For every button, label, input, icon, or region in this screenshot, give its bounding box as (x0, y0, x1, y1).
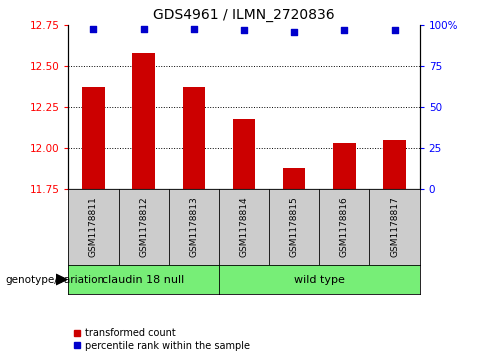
Text: GSM1178811: GSM1178811 (89, 196, 98, 257)
Point (290, 29, 298, 35)
Text: claudin 18 null: claudin 18 null (102, 274, 185, 285)
Point (341, 27, 348, 33)
Text: GSM1178812: GSM1178812 (139, 196, 148, 257)
Bar (333, 143, 356, 189)
Bar (283, 167, 305, 189)
Text: genotype/variation: genotype/variation (5, 274, 104, 285)
Text: GSM1178816: GSM1178816 (340, 196, 349, 257)
Point (190, 26, 198, 32)
Text: GSM1178814: GSM1178814 (240, 196, 248, 257)
Bar (132, 53, 155, 189)
Text: GSM1178815: GSM1178815 (290, 196, 299, 257)
Bar (183, 87, 205, 189)
Polygon shape (56, 274, 67, 285)
Text: GSM1178817: GSM1178817 (390, 196, 399, 257)
Text: GSM1178813: GSM1178813 (189, 196, 198, 257)
Point (140, 26, 147, 32)
Point (89, 26, 97, 32)
Bar (82, 87, 105, 189)
Legend: transformed count, percentile rank within the sample: transformed count, percentile rank withi… (73, 328, 250, 351)
Title: GDS4961 / ILMN_2720836: GDS4961 / ILMN_2720836 (153, 8, 335, 22)
Point (240, 27, 248, 33)
Bar (383, 140, 406, 189)
Text: wild type: wild type (294, 274, 345, 285)
Point (391, 27, 399, 33)
Bar (233, 118, 255, 189)
